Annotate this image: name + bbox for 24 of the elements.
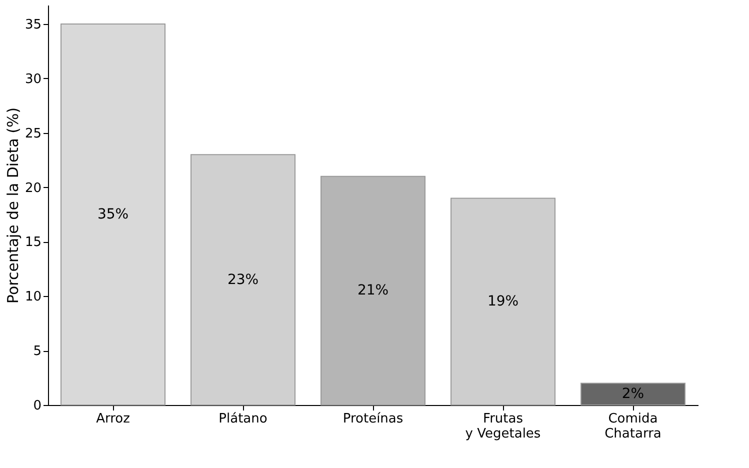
y-tick-label: 35 [24,18,42,33]
bar [320,176,426,406]
bar [60,24,166,406]
x-tick-label: Arroz [96,412,130,426]
data-label: 19% [487,294,519,310]
data-label: 23% [227,272,259,288]
y-tick-label: 15 [24,235,42,250]
x-tick-label: Proteínas [342,412,404,426]
data-label: 2% [622,386,644,402]
x-tick-label: Comida Chatarra [604,412,662,442]
x-tick-label: Frutas y Vegetales [465,412,541,442]
y-axis-title: Porcentaje de la Dieta (%) [4,107,22,304]
y-tick-label: 25 [24,126,42,142]
bar [450,198,556,406]
data-label: 35% [97,206,129,223]
y-tick-label: 10 [24,290,42,305]
y-tick-label: 5 [33,344,42,360]
x-tick-label: Plátano [218,412,268,426]
y-tick-label: 30 [24,72,42,87]
bar [190,154,296,406]
y-tick-label: 0 [33,398,42,414]
bar [580,382,686,406]
y-tick-label: 20 [24,180,42,196]
data-label: 21% [357,282,389,299]
